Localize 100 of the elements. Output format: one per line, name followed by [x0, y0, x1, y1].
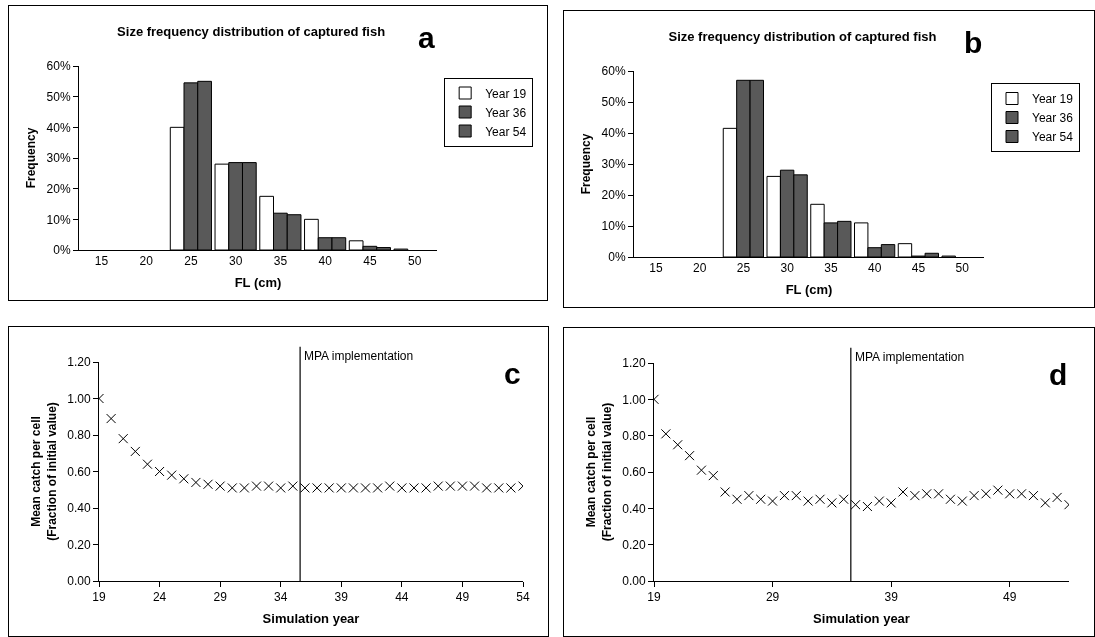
- point: [457, 481, 468, 492]
- point: [445, 481, 456, 492]
- point: [215, 481, 226, 492]
- x-tick-label: 45: [911, 261, 926, 276]
- y-tick-label: 20%: [46, 181, 71, 196]
- point: [263, 481, 274, 492]
- point: [803, 496, 814, 507]
- point: [1028, 490, 1039, 501]
- point: [720, 486, 731, 497]
- x-axis-title: FL (cm): [785, 282, 833, 297]
- point: [898, 486, 908, 497]
- point: [874, 496, 885, 507]
- point: [384, 481, 395, 492]
- point: [992, 485, 1003, 496]
- point: [239, 482, 250, 493]
- point: [130, 446, 141, 457]
- point: [838, 494, 849, 505]
- point: [372, 482, 383, 493]
- legend-label: Year 54: [485, 124, 527, 139]
- y-tick-label: 30%: [601, 157, 626, 172]
- x-tick-label: 39: [884, 590, 899, 605]
- y-axis-title: Mean catch per cell (Fraction of initial value): [28, 402, 59, 541]
- y-tick-label: 10%: [601, 219, 626, 234]
- point: [672, 439, 683, 450]
- x-tick-label: 35: [273, 254, 288, 269]
- x-tick-label: 40: [867, 261, 882, 276]
- y-tick-label: 60%: [601, 64, 626, 79]
- point: [850, 499, 861, 510]
- annotation: c: [504, 357, 521, 390]
- x-tick-label: 30: [228, 254, 243, 269]
- legend-label: Year 19: [1032, 92, 1074, 107]
- point: [755, 494, 766, 505]
- point: [743, 490, 754, 501]
- ref-line-label: MPA implementation: [855, 350, 965, 364]
- y-tick-label: 0.60: [67, 464, 91, 479]
- x-tick-label: 50: [955, 261, 970, 276]
- point: [275, 482, 286, 493]
- point: [732, 494, 742, 505]
- y-tick-label: 50%: [601, 95, 626, 110]
- x-tick-label: 20: [139, 254, 154, 269]
- x-tick-label: 25: [184, 254, 198, 269]
- x-tick-label: 25: [736, 261, 751, 276]
- point: [287, 481, 298, 492]
- point: [106, 413, 117, 424]
- point: [862, 501, 873, 512]
- y-tick-label: 1.20: [622, 356, 646, 371]
- x-tick-label: 29: [213, 590, 228, 605]
- x-tick-label: 19: [92, 590, 106, 605]
- point: [154, 466, 165, 477]
- point: [118, 433, 129, 444]
- y-tick-label: 0.20: [67, 537, 91, 552]
- y-axis-title: Frequency: [23, 127, 38, 189]
- point: [696, 465, 707, 476]
- point: [481, 482, 492, 493]
- x-tick-label: 24: [152, 590, 167, 605]
- legend-label: Year 36: [485, 105, 527, 120]
- point: [469, 481, 480, 492]
- y-tick-label: 40%: [601, 126, 626, 141]
- x-axis-title: Simulation year: [813, 611, 910, 626]
- y-tick-label: 40%: [46, 120, 71, 135]
- point: [767, 496, 778, 507]
- point: [660, 428, 671, 439]
- y-tick-label: 0.80: [622, 428, 646, 443]
- x-tick-label: 50: [407, 254, 422, 269]
- point: [1040, 497, 1051, 508]
- y-tick-label: 20%: [601, 188, 626, 203]
- point: [421, 482, 432, 493]
- point: [945, 494, 956, 505]
- point: [909, 490, 920, 501]
- annotation: d: [1049, 358, 1068, 391]
- x-tick-label: 30: [780, 261, 795, 276]
- legend-label: Year 54: [1032, 130, 1074, 145]
- point: [408, 482, 419, 493]
- legend-label: Year 36: [1032, 111, 1074, 126]
- x-tick-label: 34: [274, 590, 288, 605]
- x-tick-label: 49: [455, 590, 470, 605]
- y-tick-label: 50%: [46, 89, 71, 104]
- x-tick-label: 49: [1003, 590, 1017, 605]
- point: [1052, 492, 1063, 503]
- point: [142, 459, 153, 470]
- y-tick-label: 0%: [53, 243, 71, 258]
- point: [203, 479, 214, 490]
- x-tick-label: 20: [692, 261, 707, 276]
- point: [360, 482, 371, 493]
- point: [178, 473, 189, 484]
- y-tick-label: 0.80: [67, 428, 91, 443]
- point: [826, 497, 837, 508]
- y-tick-label: 0%: [608, 250, 626, 265]
- y-tick-label: 0.20: [622, 537, 646, 552]
- point: [227, 482, 238, 493]
- y-tick-label: 10%: [46, 212, 71, 227]
- point: [336, 482, 347, 493]
- chart-title: Size frequency distribution of captured fish: [117, 23, 386, 39]
- point: [312, 482, 323, 493]
- y-axis-title: Frequency: [578, 133, 593, 195]
- point: [957, 496, 968, 507]
- y-axis-title: Mean catch per cell (Fraction of initial value): [583, 402, 614, 542]
- text: b: [964, 26, 983, 59]
- x-tick-label: 35: [824, 261, 838, 276]
- point: [708, 470, 719, 481]
